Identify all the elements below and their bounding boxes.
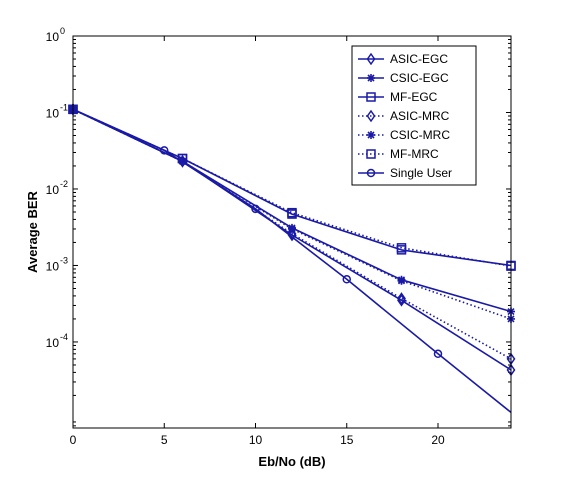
marker-stroke (397, 277, 406, 285)
legend-label: CSIC-MRC (390, 128, 450, 142)
legend-marker (367, 131, 375, 139)
y-tick-exponent: 0 (60, 26, 65, 36)
marker-stroke (367, 74, 375, 82)
y-tick-exponent: -4 (60, 332, 68, 342)
legend-label: MF-MRC (390, 147, 439, 161)
legend-label: CSIC-EGC (390, 71, 449, 85)
legend-marker (366, 52, 376, 66)
marker-stroke (367, 131, 375, 139)
legend-marker (367, 74, 375, 82)
data-point (251, 204, 260, 214)
legend-label: ASIC-MRC (390, 109, 450, 123)
x-tick-label: 20 (431, 433, 445, 447)
plot-frame (72, 35, 512, 429)
x-axis-label: Eb/No (dB) (258, 454, 325, 469)
y-tick-exponent: -3 (60, 255, 68, 265)
data-point (433, 349, 443, 359)
data-point (177, 153, 188, 164)
legend: ASIC-EGC CSIC-EGC MF-EGC ASIC-MRC CSIC-MRC MF… (351, 45, 477, 186)
x-tick-label: 0 (70, 433, 77, 447)
x-tick-label: 5 (161, 433, 168, 447)
data-point (287, 207, 297, 218)
series-line (72, 108, 512, 414)
legend-label: Single User (390, 166, 452, 180)
y-tick-exponent: -1 (60, 102, 68, 112)
legend-marker (366, 92, 376, 102)
legend-label: ASIC-EGC (390, 52, 448, 66)
series-line (72, 108, 512, 320)
y-tick-label: 10 (46, 336, 60, 350)
legend-marker (366, 149, 376, 159)
marker-stroke (178, 157, 187, 165)
data-point (288, 224, 296, 233)
marker-stroke (288, 225, 296, 233)
y-tick-label: 10 (46, 259, 60, 273)
data-point (397, 276, 406, 285)
data-point (396, 243, 407, 253)
y-axis-label: Average BER (25, 190, 40, 272)
data-point (397, 292, 406, 305)
data-point (342, 275, 351, 284)
x-tick-label: 10 (249, 433, 263, 447)
legend-marker (366, 168, 376, 178)
y-tick-exponent: -2 (60, 179, 68, 189)
x-tick-label: 15 (340, 433, 354, 447)
y-tick-label: 10 (46, 106, 60, 120)
legend-marker (366, 109, 376, 123)
data-point (160, 146, 169, 155)
legend-box (351, 45, 477, 186)
y-tick-label: 10 (46, 183, 60, 197)
data-point (397, 294, 406, 307)
data-point (178, 157, 187, 166)
y-tick-label: 10 (46, 30, 60, 44)
legend-label: MF-EGC (390, 90, 438, 104)
